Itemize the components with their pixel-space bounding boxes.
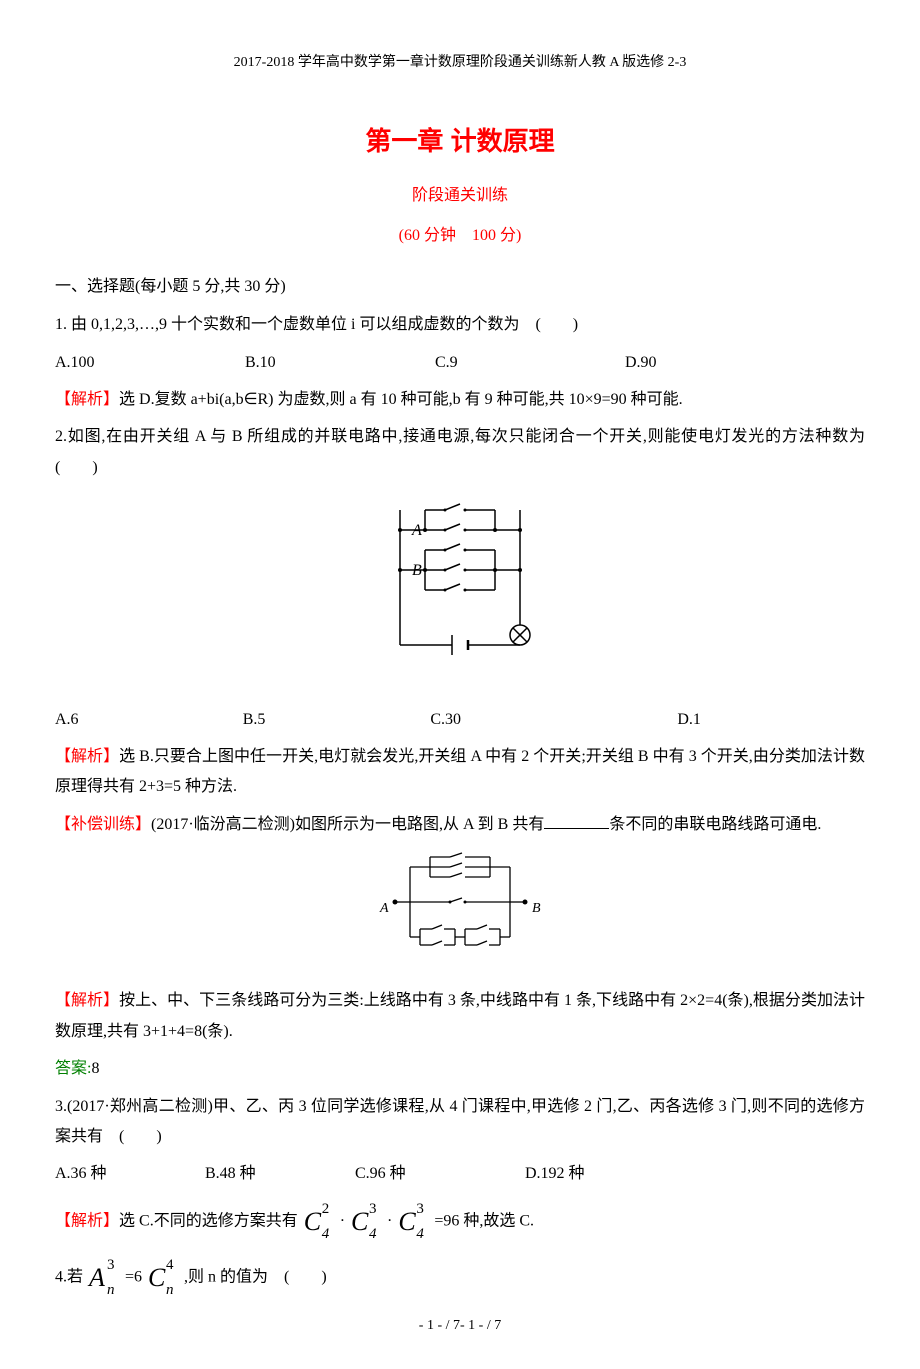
q2-analysis-text: 选 B.只要合上图中任一开关,电灯就会发光,开关组 A 中有 2 个开关;开关组… xyxy=(55,748,865,795)
q3-option-c: C.96 种 xyxy=(355,1159,525,1189)
q1-option-c: C.9 xyxy=(435,348,625,378)
q1-analysis-text: 选 D.复数 a+bi(a,b∈R) 为虚数,则 a 有 10 种可能,b 有 … xyxy=(119,391,683,408)
circuit-diagram-2: A B xyxy=(55,852,865,968)
q1-option-b: B.10 xyxy=(245,348,435,378)
question-3-options: A.36 种 B.48 种 C.96 种 D.192 种 xyxy=(55,1159,865,1189)
supplement-text-start: (2017·临汾高二检测)如图所示为一电路图,从 A 到 B 共有 xyxy=(151,816,544,833)
svg-text:B: B xyxy=(532,901,541,916)
supplement-question: 【补偿训练】(2017·临汾高二检测)如图所示为一电路图,从 A 到 B 共有 条… xyxy=(55,810,865,840)
question-1-text: 1. 由 0,1,2,3,…,9 十个实数和一个虚数单位 i 可以组成虚数的个数… xyxy=(55,310,865,340)
page-footer: - 1 - / 7- 1 - / 7 xyxy=(55,1313,865,1340)
q3-option-b: B.48 种 xyxy=(205,1159,355,1189)
q2-option-b: B.5 xyxy=(243,705,431,735)
page-header: 2017-2018 学年高中数学第一章计数原理阶段通关训练新人教 A 版选修 2… xyxy=(55,50,865,77)
question-1-options: A.100 B.10 C.9 D.90 xyxy=(55,348,865,378)
question-3-text: 3.(2017·郑州高二检测)甲、乙、丙 3 位同学选修课程,从 4 门课程中,… xyxy=(55,1092,865,1153)
q3-option-a: A.36 种 xyxy=(55,1159,205,1189)
analysis-label: 【解析】 xyxy=(55,748,119,765)
question-2-text: 2.如图,在由开关组 A 与 B 所组成的并联电路中,接通电源,每次只能闭合一个… xyxy=(55,422,865,483)
question-4-text: 4.若 A3n=6 C4n,则 n 的值为 ( ) xyxy=(55,1253,865,1302)
q4-text-end: ,则 n 的值为 ( ) xyxy=(184,1269,327,1286)
q1-analysis: 【解析】选 D.复数 a+bi(a,b∈R) 为虚数,则 a 有 10 种可能,… xyxy=(55,385,865,415)
analysis-label: 【解析】 xyxy=(55,391,119,408)
q2-option-a: A.6 xyxy=(55,705,243,735)
q4-text-start: 4.若 xyxy=(55,1269,83,1286)
math-c-4-3b: C34 xyxy=(396,1197,434,1246)
time-info: (60 分钟 100 分) xyxy=(55,221,865,251)
blank-line xyxy=(544,828,609,829)
q2-option-d: D.1 xyxy=(677,705,865,735)
supplement-answer: 答案:8 xyxy=(55,1054,865,1084)
supplement-label: 【补偿训练】 xyxy=(55,816,151,833)
supplement-analysis-text: 按上、中、下三条线路可分为三类:上线路中有 3 条,中线路中有 1 条,下线路中… xyxy=(55,992,865,1039)
svg-text:B: B xyxy=(412,562,422,579)
svg-text:A: A xyxy=(411,522,422,539)
math-a-n-3: A3n xyxy=(87,1253,125,1302)
answer-value: 8 xyxy=(91,1060,99,1077)
q1-option-a: A.100 xyxy=(55,348,245,378)
subtitle: 阶段通关训练 xyxy=(55,181,865,211)
q2-analysis: 【解析】选 B.只要合上图中任一开关,电灯就会发光,开关组 A 中有 2 个开关… xyxy=(55,742,865,803)
question-2-options: A.6 B.5 C.30 D.1 xyxy=(55,705,865,735)
circuit-diagram-1: A B xyxy=(55,495,865,686)
supplement-text-end: 条不同的串联电路线路可通电. xyxy=(609,816,821,833)
answer-label: 答案: xyxy=(55,1060,91,1077)
q2-option-c: C.30 xyxy=(430,705,677,735)
q4-text-mid: =6 xyxy=(125,1269,142,1286)
q3-analysis-end: =96 种,故选 C. xyxy=(434,1212,534,1229)
supplement-analysis: 【解析】按上、中、下三条线路可分为三类:上线路中有 3 条,中线路中有 1 条,… xyxy=(55,986,865,1047)
math-c-4-2: C24 xyxy=(302,1197,340,1246)
section-heading: 一、选择题(每小题 5 分,共 30 分) xyxy=(55,272,865,302)
q3-analysis: 【解析】选 C.不同的选修方案共有 C24· C34· C34=96 种,故选 … xyxy=(55,1197,865,1246)
q1-option-d: D.90 xyxy=(625,348,815,378)
q3-analysis-start: 选 C.不同的选修方案共有 xyxy=(119,1212,298,1229)
analysis-label: 【解析】 xyxy=(55,992,119,1009)
math-c-n-4: C4n xyxy=(146,1253,184,1302)
chapter-title: 第一章 计数原理 xyxy=(55,117,865,166)
q3-option-d: D.192 种 xyxy=(525,1159,675,1189)
analysis-label: 【解析】 xyxy=(55,1212,119,1229)
math-c-4-3a: C34 xyxy=(349,1197,387,1246)
svg-text:A: A xyxy=(379,901,389,916)
